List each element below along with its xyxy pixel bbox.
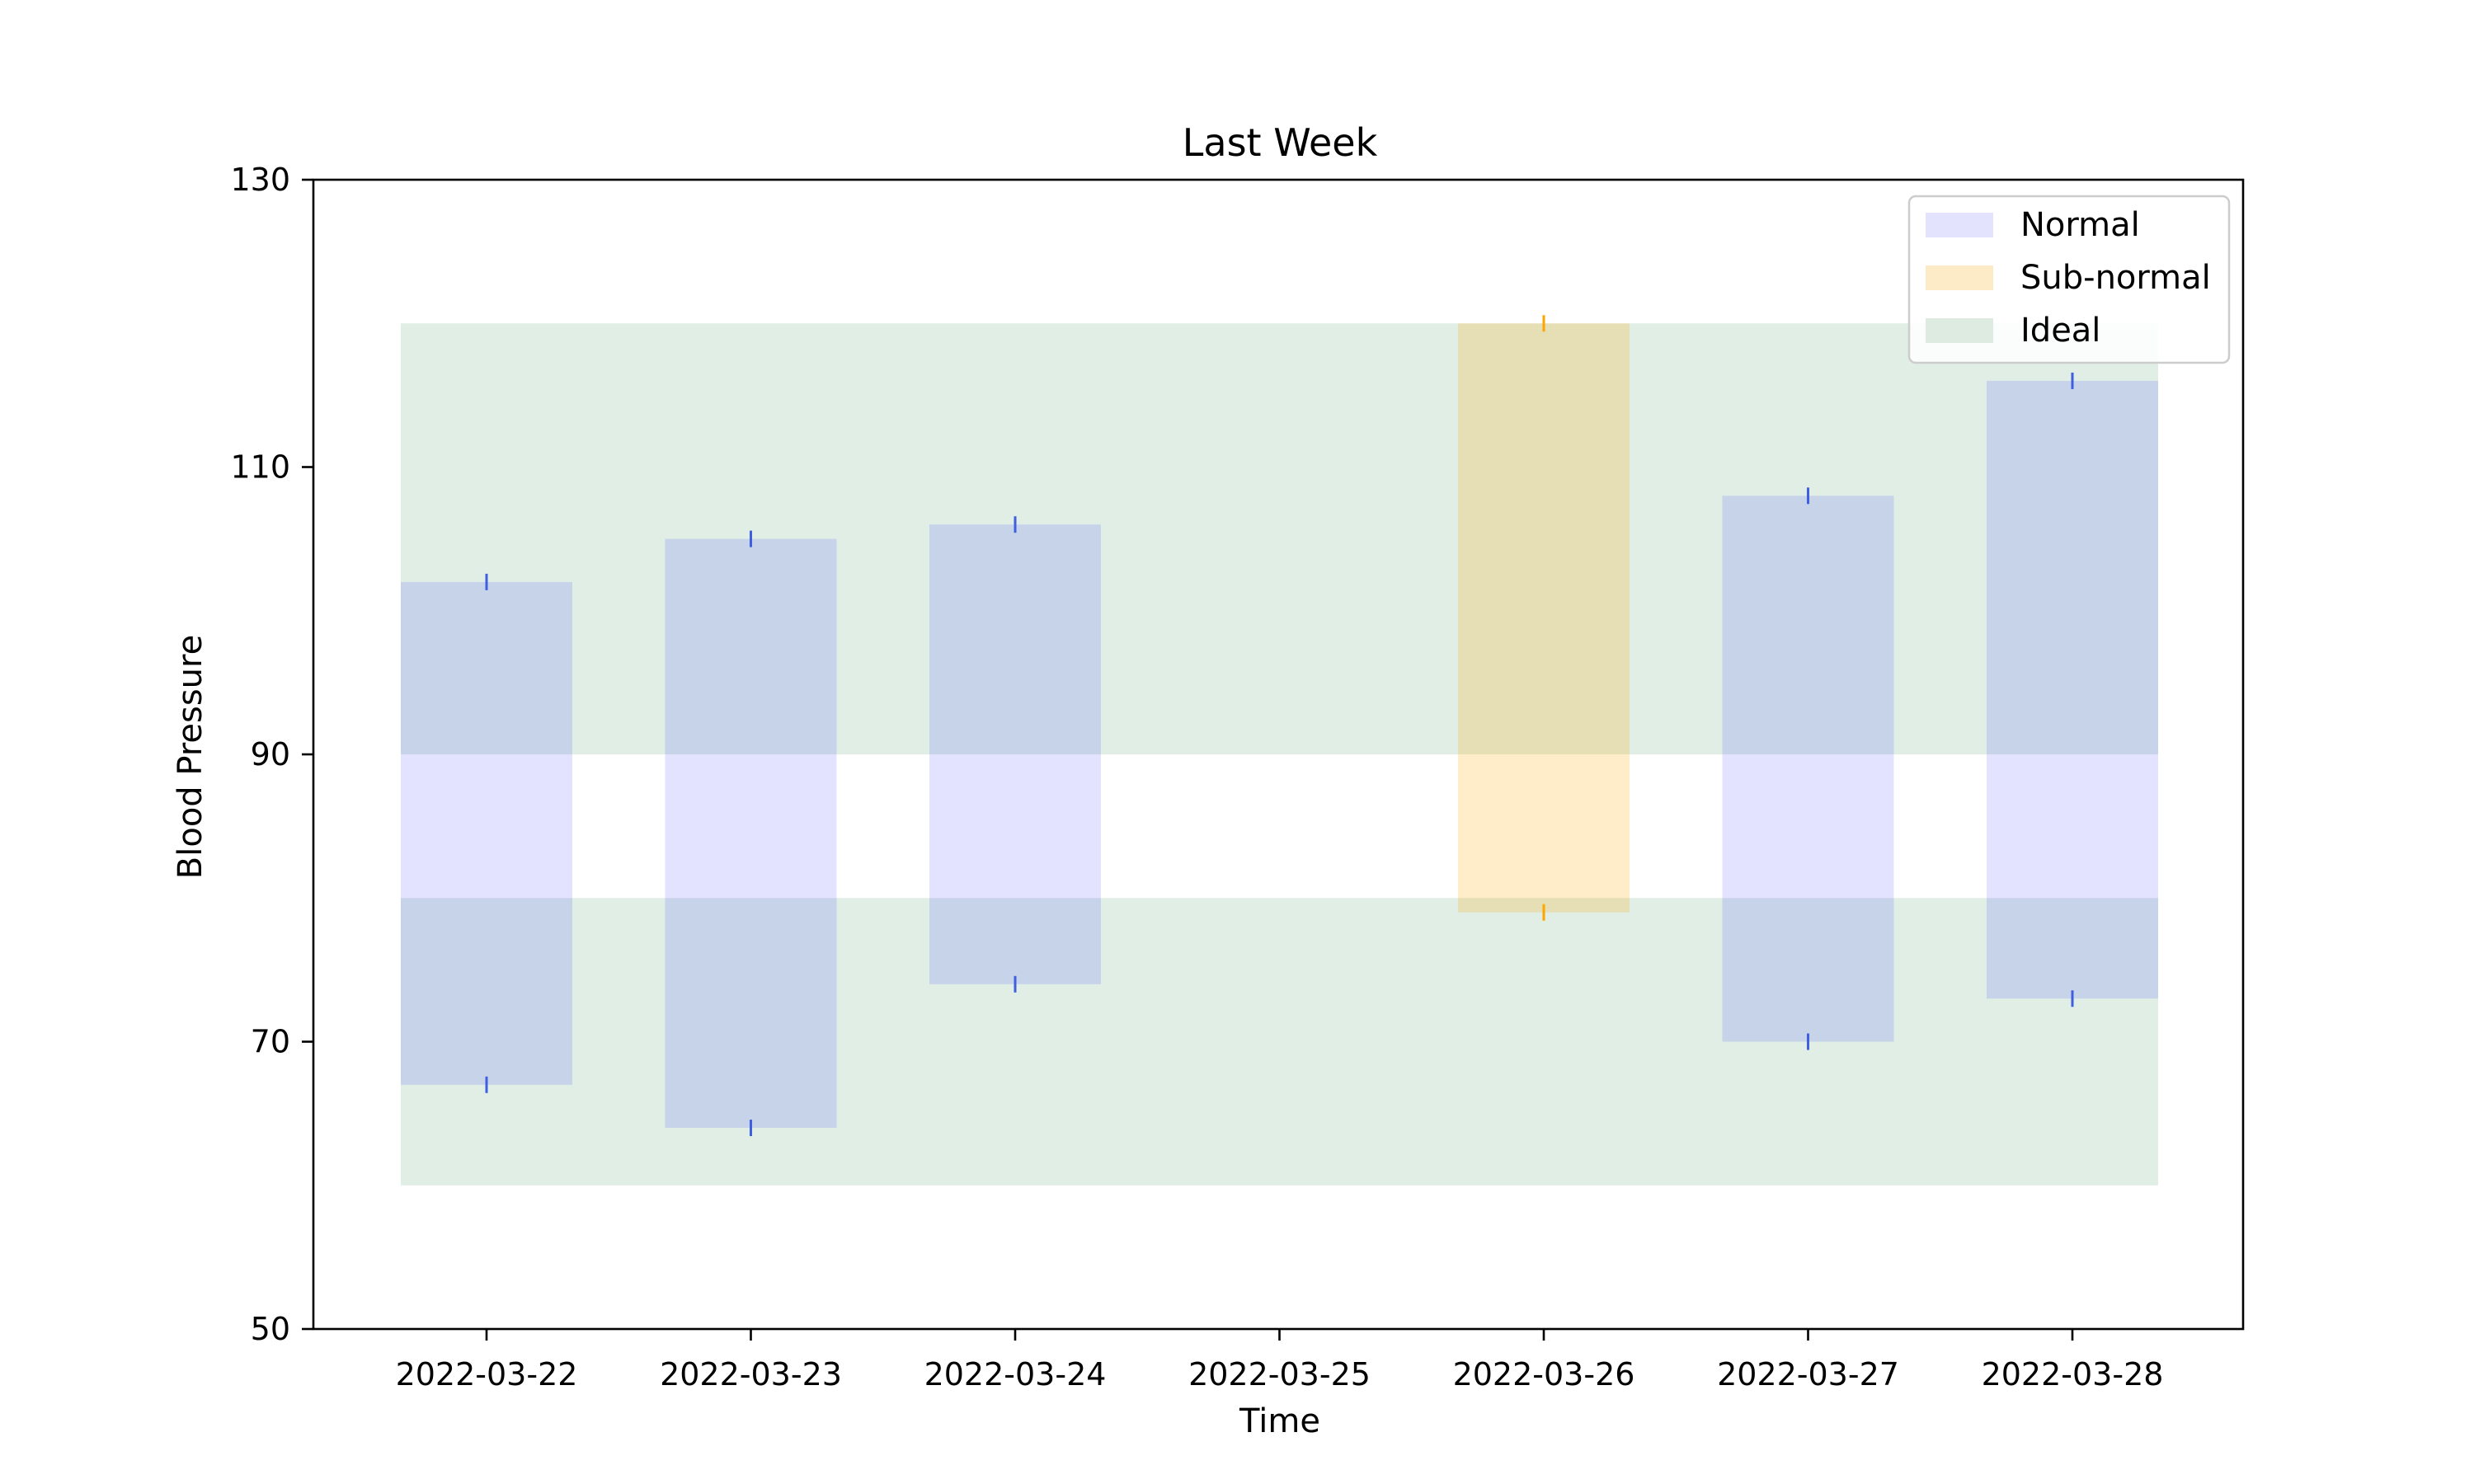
legend-swatch-normal bbox=[1926, 213, 1993, 237]
bar-2022-03-28 bbox=[1987, 380, 2158, 999]
y-tick-label: 50 bbox=[251, 1311, 290, 1347]
bar-2022-03-23 bbox=[665, 538, 837, 1129]
y-tick-label: 90 bbox=[251, 736, 290, 773]
x-tick-label: 2022-03-26 bbox=[1453, 1356, 1635, 1392]
x-tick-label: 2022-03-27 bbox=[1717, 1356, 1899, 1392]
x-tick-label: 2022-03-25 bbox=[1188, 1356, 1371, 1392]
y-tick-label: 130 bbox=[230, 162, 290, 198]
x-tick-label: 2022-03-24 bbox=[924, 1356, 1107, 1392]
x-tick-label: 2022-03-23 bbox=[660, 1356, 842, 1392]
y-axis-label: Blood Pressure bbox=[172, 635, 209, 879]
bar-2022-03-22 bbox=[401, 581, 572, 1085]
x-tick-label: 2022-03-28 bbox=[1982, 1356, 2164, 1392]
y-tick-label: 70 bbox=[251, 1024, 290, 1060]
bar-2022-03-27 bbox=[1722, 495, 1894, 1042]
legend-label: Ideal bbox=[2020, 312, 2100, 350]
ideal-band-upper bbox=[401, 323, 2158, 754]
bar-2022-03-26 bbox=[1458, 323, 1630, 913]
plot-area bbox=[401, 315, 2158, 1186]
x-tick-label: 2022-03-22 bbox=[396, 1356, 578, 1392]
x-axis-label: Time bbox=[1239, 1402, 1320, 1440]
bar-2022-03-24 bbox=[929, 524, 1101, 984]
legend-label: Normal bbox=[2020, 206, 2140, 244]
ideal-band-lower bbox=[401, 898, 2158, 1186]
axes: 50 70 90 110 130 2022-03-22 2022-03-23 2022-03-… bbox=[230, 162, 2245, 1392]
legend-swatch-ideal bbox=[1926, 318, 1993, 343]
legend-swatch-sub-normal bbox=[1926, 265, 1993, 290]
y-tick-label: 110 bbox=[230, 449, 290, 486]
legend: Normal Sub-normal Ideal bbox=[1907, 195, 2231, 364]
legend-label: Sub-normal bbox=[2020, 259, 2211, 297]
chart-title: Last Week bbox=[1183, 120, 1378, 165]
